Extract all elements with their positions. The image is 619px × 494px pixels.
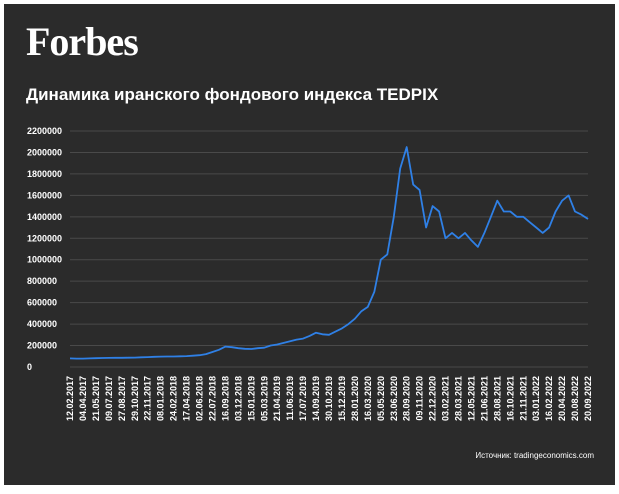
x-tick-label: 04.04.2017	[78, 376, 88, 421]
y-tick-label: 1800000	[27, 169, 62, 179]
y-tick-label: 200000	[27, 341, 57, 351]
chart-title: Динамика иранского фондового индекса TED…	[26, 85, 439, 104]
x-tick-label: 29.10.2017	[130, 376, 140, 421]
x-tick-label: 12.02.2017	[65, 376, 75, 421]
line	[69, 146, 589, 360]
x-tick-label: 11.06.2019	[285, 376, 295, 421]
y-tick-label: 1000000	[27, 255, 62, 265]
x-tick-label: 05.03.2019	[259, 376, 269, 421]
y-tick-label: 1400000	[27, 212, 62, 222]
x-tick-label: 23.06.2020	[389, 376, 399, 421]
x-tick-label: 30.10.2019	[324, 376, 334, 421]
x-tick-label: 14.09.2019	[311, 376, 321, 421]
x-tick-label: 16.03.2020	[363, 376, 373, 421]
x-tick-label: 17.04.2018	[182, 376, 192, 421]
x-tick-label: 03.02.2021	[441, 376, 451, 421]
x-tick-label: 02.06.2018	[195, 376, 205, 421]
x-tick-label: 12.05.2021	[466, 376, 476, 421]
y-tick-label: 600000	[27, 298, 57, 308]
x-tick-label: 09.11.2020	[415, 376, 425, 421]
x-tick-label: 21.11.2021	[518, 376, 528, 421]
x-tick-label: 20.09.2022	[583, 376, 593, 421]
y-tick-label: 800000	[27, 276, 57, 286]
x-tick-label: 15.01.2019	[246, 376, 256, 421]
x-tick-label: 08.01.2018	[156, 376, 166, 421]
x-tick-label: 21.05.2017	[91, 376, 101, 421]
x-tick-label: 28.09.2020	[402, 376, 412, 421]
x-tick-label: 28.01.2020	[350, 376, 360, 421]
x-tick-label: 27.08.2017	[117, 376, 127, 421]
y-tick-label: 1600000	[27, 190, 62, 200]
x-tick-label: 21.04.2019	[272, 376, 282, 421]
x-tick-label: 20.08.2022	[570, 376, 580, 421]
x-tick-label: 15.12.2019	[337, 376, 347, 421]
x-tick-label: 28.08.2021	[492, 376, 502, 421]
x-tick-label: 24.02.2018	[169, 376, 179, 421]
x-tick-label: 16.02.2022	[544, 376, 554, 421]
x-tick-label: 16.10.2021	[505, 376, 515, 421]
x-tick-label: 22.11.2017	[143, 376, 153, 421]
x-tick-label: 09.07.2017	[104, 376, 114, 421]
x-tick-label: 05.05.2020	[376, 376, 386, 421]
x-tick-label: 21.06.2021	[479, 376, 489, 421]
x-tick-label: 22.12.2020	[428, 376, 438, 421]
background	[4, 4, 615, 485]
y-tick-label: 2000000	[27, 147, 62, 157]
y-tick-label: 0	[27, 362, 32, 372]
x-tick-label: 17.07.2019	[298, 376, 308, 421]
x-tick-label: 28.03.2021	[454, 376, 464, 421]
y-tick-label: 2200000	[27, 126, 62, 136]
x-tick-label: 03.01.2022	[531, 376, 541, 421]
x-tick-label: 20.04.2022	[557, 376, 567, 421]
x-tick-label: 16.09.2018	[220, 376, 230, 421]
x-tick-label: 22.07.2018	[207, 376, 217, 421]
y-tick-label: 1200000	[27, 233, 62, 243]
x-tick-label: 03.12.2018	[233, 376, 243, 421]
brand: Forbes	[26, 19, 138, 64]
source: Источник: tradingeconomics.com	[475, 451, 594, 460]
y-tick-label: 400000	[27, 319, 57, 329]
